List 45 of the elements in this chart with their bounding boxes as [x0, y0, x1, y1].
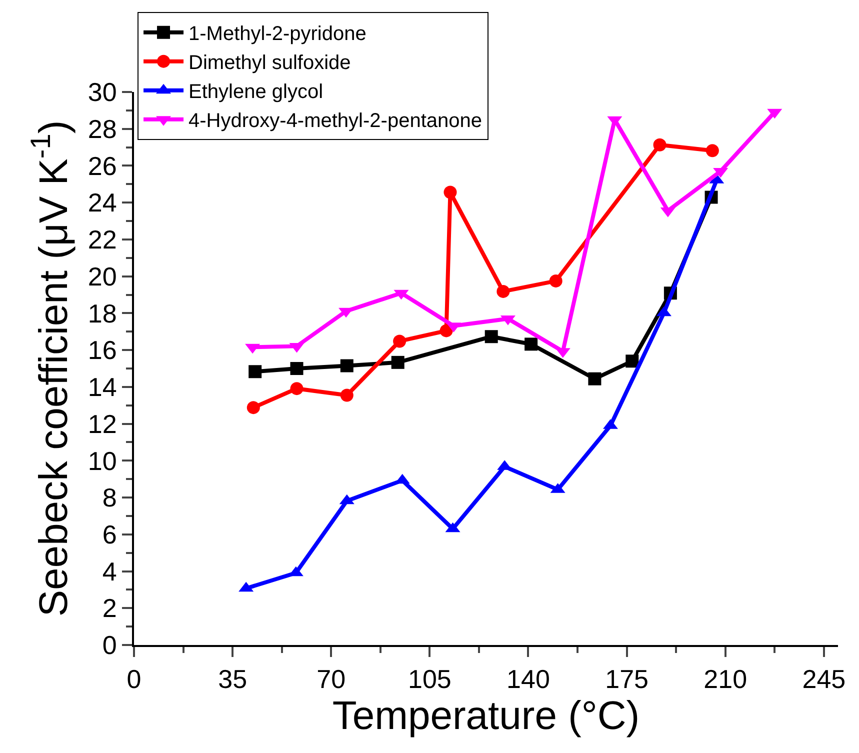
x-tick-label: 0: [126, 664, 142, 694]
point: [626, 354, 639, 368]
x-tick-label: 70: [316, 664, 346, 694]
point: [248, 365, 262, 378]
point: [391, 356, 404, 369]
y-tick-label: 18: [88, 298, 117, 328]
x-tick-label: 175: [605, 664, 648, 694]
legend-label: Dimethyl sulfoxide: [188, 52, 351, 74]
y-tick-label: 30: [88, 77, 117, 108]
point: [706, 144, 719, 158]
x-tick-label: 210: [704, 664, 748, 694]
y-tick-label: 24: [88, 188, 117, 218]
legend-label: Ethylene glycol: [188, 81, 324, 104]
y-tick-label: 4: [102, 556, 117, 586]
x-tick-label: 35: [218, 664, 248, 694]
point: [549, 274, 562, 288]
y-tick-label: 16: [88, 335, 117, 366]
y-tick-label: 6: [102, 520, 117, 550]
legend-label: 1-Methyl-2-pyridone: [188, 23, 366, 46]
point: [290, 362, 304, 375]
x-tick-label: 140: [506, 664, 550, 694]
point: [393, 334, 406, 348]
y-tick-label: 20: [88, 261, 117, 292]
y-tick-label: 8: [102, 482, 117, 513]
point: [246, 401, 260, 414]
point: [444, 186, 457, 199]
x-tick-label: 245: [802, 664, 846, 694]
point: [524, 338, 538, 351]
y-tick-label: 0: [102, 630, 117, 660]
point: [290, 382, 304, 396]
y-tick-label: 2: [102, 593, 117, 624]
y-tick-label: 14: [88, 372, 117, 402]
point: [340, 388, 354, 402]
point: [588, 372, 602, 386]
legend-label: 4-Hydroxy-4-methyl-2-pentanone: [188, 110, 482, 132]
y-tick-label: 22: [88, 224, 117, 255]
point: [484, 330, 498, 344]
point: [496, 284, 510, 298]
x-axis-title: Temperature (°C): [332, 694, 640, 738]
point: [340, 359, 354, 372]
y-tick-label: 28: [88, 114, 117, 144]
x-tick-label: 105: [408, 664, 452, 694]
y-tick-label: 26: [88, 150, 117, 181]
y-tick-label: 12: [88, 408, 117, 439]
y-tick-label: 10: [88, 446, 117, 476]
